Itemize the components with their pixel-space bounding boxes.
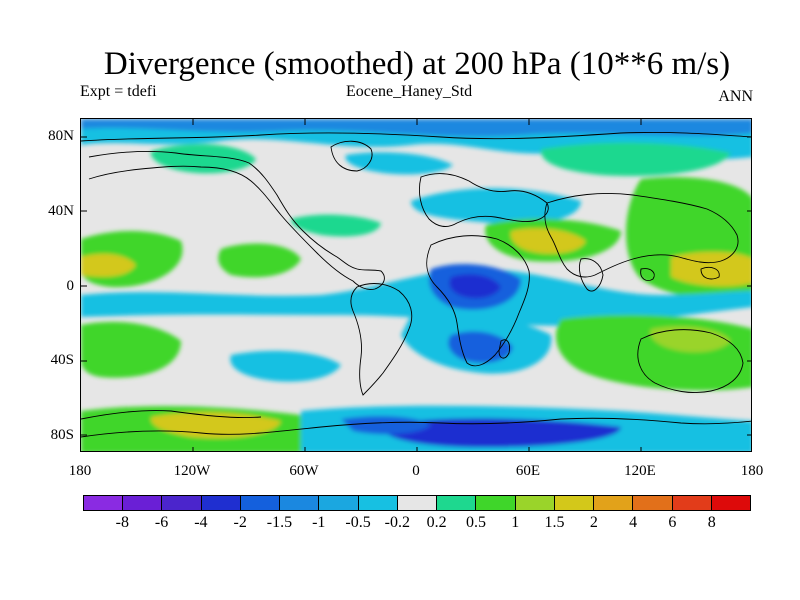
lon-label-0: 0 <box>412 463 420 479</box>
contour-madagascar-blue <box>448 331 513 363</box>
lat-label-80n: 80N <box>48 128 74 144</box>
colorbar-label: 0.5 <box>465 514 486 531</box>
season-label: ANN <box>718 88 753 105</box>
contour-pacific-green-c <box>218 243 301 278</box>
contour-eq-blue-band <box>81 269 751 326</box>
colorbar-label: -2 <box>233 514 247 531</box>
lon-label-60w: 60W <box>289 463 319 479</box>
coast-antarctica <box>81 417 751 438</box>
contour-pacific-yellow-e <box>671 251 751 287</box>
plot-title: Divergence (smoothed) at 200 hPa (10**6 … <box>103 46 731 82</box>
coast-india <box>578 258 604 292</box>
experiment-label: Expt = tdefi <box>80 83 157 100</box>
contour-sh-green-w <box>81 321 181 378</box>
lat-label-40n: 40N <box>48 203 74 219</box>
lon-label-180w: 180 <box>68 463 92 479</box>
contour-asia-yellow <box>510 228 586 254</box>
colorbar-swatch <box>476 496 516 510</box>
coast-greenland <box>330 140 373 172</box>
colorbar-label: -6 <box>154 514 169 531</box>
coast-africa <box>426 235 530 367</box>
coast-antarctica-2 <box>81 410 262 420</box>
coast-australia <box>637 329 744 394</box>
colorbar-swatch <box>84 496 124 510</box>
colorbar-label: 8 <box>707 514 716 531</box>
coast-islands-pacific <box>700 266 720 280</box>
colorbar-label: 4 <box>629 514 638 531</box>
case-label: Eocene_Haney_Std <box>346 83 473 100</box>
lon-label-120w: 120W <box>173 463 211 479</box>
coast-south-america <box>350 283 413 396</box>
colorbar-swatch <box>633 496 673 510</box>
colorbar-swatch <box>711 496 750 510</box>
lon-label-180e: 180 <box>740 463 764 479</box>
coast-arctic-rim <box>81 132 751 142</box>
contour-nh-cyan <box>345 152 453 175</box>
colorbar-label: 2 <box>589 514 598 531</box>
coast-islands-sea <box>640 268 655 281</box>
colorbar-swatch <box>280 496 320 510</box>
coast-europe <box>418 173 549 227</box>
map-ticks <box>81 119 751 451</box>
colorbar-swatch <box>594 496 634 510</box>
colorbar-swatch <box>162 496 202 510</box>
colorbar-label: -4 <box>194 514 208 531</box>
contour-africa-blue-2 <box>449 274 501 299</box>
colorbar-label: -1.5 <box>266 514 293 531</box>
coast-madagascar <box>498 339 510 359</box>
colorbar-swatch <box>358 496 398 510</box>
lon-label-60e: 60E <box>515 463 541 479</box>
contour-nh-green-band <box>291 214 381 237</box>
colorbar-label: 0.2 <box>426 514 447 531</box>
coast-north-america <box>88 150 385 290</box>
colorbar-label: 1 <box>511 514 520 531</box>
colorbar-swatch <box>672 496 712 510</box>
coast-asia <box>544 193 739 278</box>
colorbar-swatch <box>397 496 438 510</box>
contour-sh-cyan-c <box>230 350 341 382</box>
colorbar-label: -0.2 <box>384 514 410 531</box>
coastlines <box>81 132 751 438</box>
colorbar-label: 1.5 <box>544 514 565 531</box>
lat-label-40s: 40S <box>50 352 74 368</box>
colorbar-swatch <box>123 496 163 510</box>
colorbar <box>83 495 751 511</box>
colorbar-swatch <box>240 496 281 510</box>
colorbar-label: -1 <box>312 514 326 531</box>
lat-label-0: 0 <box>66 278 75 294</box>
contour-arctic-inner <box>81 119 751 137</box>
lat-label-80s: 80S <box>50 427 74 443</box>
colorbar-swatch <box>319 496 359 510</box>
colorbar-swatch <box>201 496 241 510</box>
contour-pacific-yellow-w <box>81 253 136 277</box>
colorbar-label: 6 <box>668 514 677 531</box>
colorbar-swatch <box>554 496 595 510</box>
colorbar-swatch <box>437 496 477 510</box>
colorbar-swatch <box>515 496 555 510</box>
contour-antarctic-blue-mid <box>341 416 431 435</box>
colorbar-label: -0.5 <box>345 514 371 531</box>
contour-nh-green-2 <box>540 142 731 177</box>
map-panel <box>80 118 752 452</box>
divergence-map <box>81 119 751 451</box>
colorbar-label: -8 <box>115 514 129 531</box>
lon-label-120e: 120E <box>624 463 656 479</box>
contour-antarctic-blue-deep <box>380 418 621 448</box>
